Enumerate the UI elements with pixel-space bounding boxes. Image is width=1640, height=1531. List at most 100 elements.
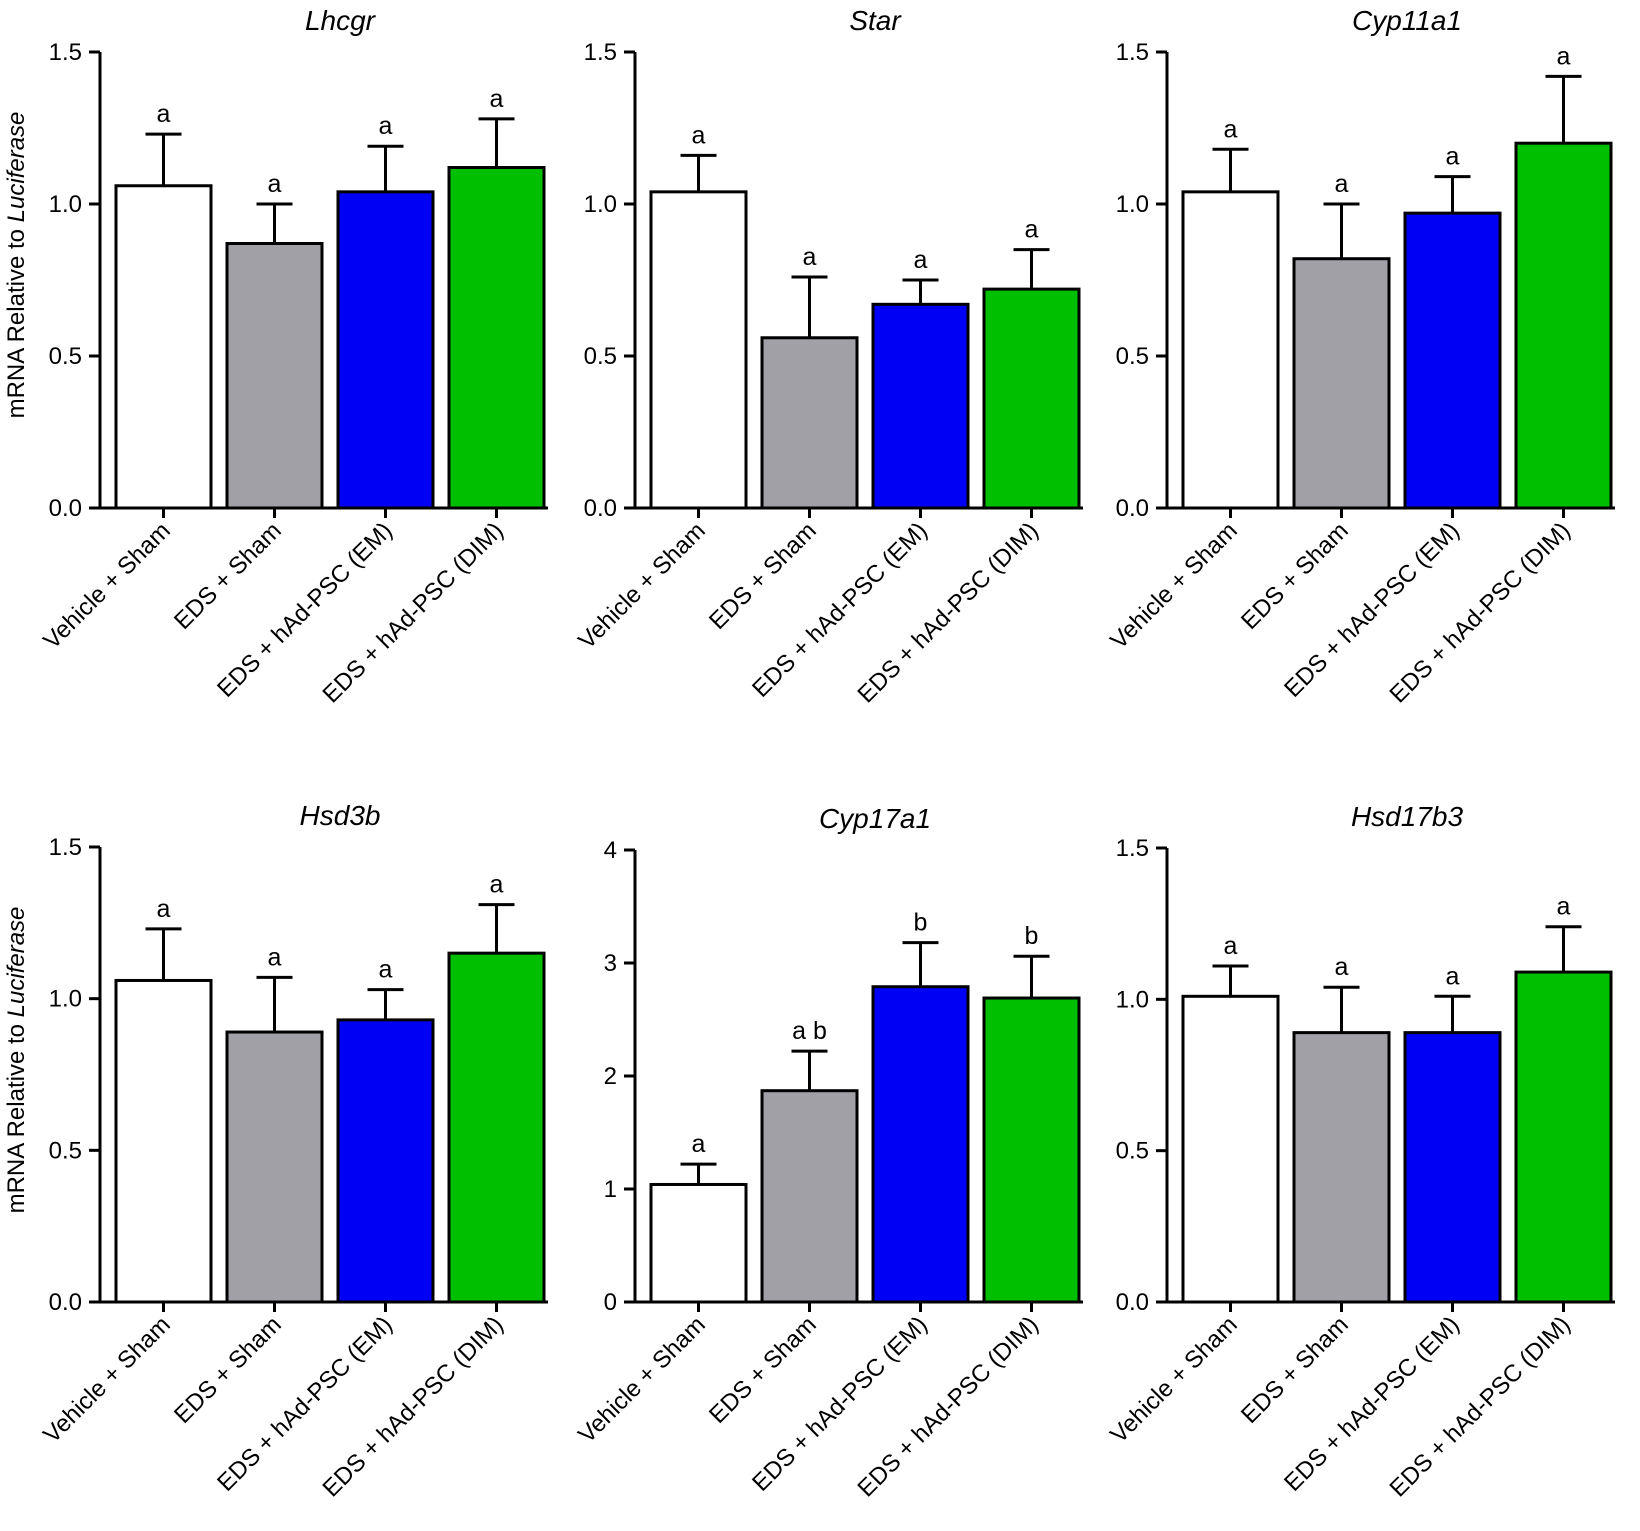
panel-1-title: Lhcgr [305, 5, 377, 36]
panel-3-sig-label-3: a [1446, 143, 1460, 171]
panel-5-sig-label-1: a [692, 1130, 706, 1158]
panel-5-sig-label-4: b [1025, 922, 1039, 950]
panel-3-ytick-label-3: 1.0 [1116, 191, 1149, 218]
panel-6-sig-label-3: a [1446, 962, 1460, 990]
panel-2-title: Star [849, 5, 902, 36]
panel-4-bar-2 [225, 1030, 324, 1304]
panel-2-ytick-label-2: 0.5 [584, 343, 617, 370]
panel-6-category-label-2: EDS + Sham [1236, 1311, 1354, 1429]
panel-3-category-label-2: EDS + Sham [1236, 517, 1354, 635]
panel-4-sig-label-3: a [379, 956, 393, 984]
panel-1-ytick-label-3: 1.0 [49, 191, 82, 218]
panel-6-bar-1 [1181, 994, 1280, 1304]
panel-1-category-label-2: EDS + Sham [169, 517, 287, 635]
panel-2-sig-label-1: a [692, 121, 706, 149]
panel-3-bar-3 [1403, 211, 1502, 510]
panel-6-title: Hsd17b3 [1351, 801, 1464, 832]
panel-5-category-label-4: EDS + hAd-PSC (DIM) [853, 1311, 1044, 1502]
panel-2-ytick-label-3: 1.0 [584, 191, 617, 218]
panel-2-sig-label-2: a [803, 243, 817, 271]
panel-1-bar-1 [114, 184, 213, 510]
panel-5-ytick-label-4: 3 [604, 950, 617, 977]
panel-2-sig-label-4: a [1025, 216, 1039, 244]
panel-2-sig-label-3: a [914, 246, 928, 274]
panel-3-ytick-label-2: 0.5 [1116, 343, 1149, 370]
panel-4-bar-4 [447, 951, 546, 1304]
panel-4-category-label-4: EDS + hAd-PSC (DIM) [318, 1311, 509, 1502]
panel-3-ytick-label-1: 0.0 [1116, 495, 1149, 522]
panel-1-ytick-label-2: 0.5 [49, 343, 82, 370]
panel-6-ytick-label-1: 0.0 [1116, 1289, 1149, 1316]
panel-5-bar-1 [649, 1182, 748, 1304]
panel-6-category-label-1: Vehicle + Sham [1105, 1311, 1242, 1448]
panel-4-category-label-2: EDS + Sham [169, 1311, 287, 1429]
panel-5-ytick-label-5: 4 [604, 837, 617, 864]
panel-2-bar-2 [760, 336, 859, 510]
panel-2-bar-1 [649, 190, 748, 510]
panel-6-ytick-label-2: 0.5 [1116, 1138, 1149, 1165]
panel-5-bar-3 [871, 985, 970, 1304]
panel-1-category-label-4: EDS + hAd-PSC (DIM) [318, 517, 509, 708]
panel-4-sig-label-1: a [157, 895, 171, 923]
panel-6-ytick-label-4: 1.5 [1116, 835, 1149, 862]
panel-1-sig-label-1: a [157, 100, 171, 128]
panel-1-category-label-1: Vehicle + Sham [38, 517, 175, 654]
panel-3-category-label-1: Vehicle + Sham [1105, 517, 1242, 654]
panel-1-bar-2 [225, 242, 324, 510]
panel-3-sig-label-1: a [1224, 115, 1238, 143]
panel-5-title: Cyp17a1 [819, 803, 931, 834]
panel-1-bar-3 [336, 190, 435, 510]
panel-4-title: Hsd3b [300, 800, 381, 831]
panel-5-ytick-label-1: 0 [604, 1289, 617, 1316]
panel-5-category-label-1: Vehicle + Sham [573, 1311, 710, 1448]
panel-4-ytick-label-3: 1.0 [49, 986, 82, 1013]
panel-4-category-label-1: Vehicle + Sham [38, 1311, 175, 1448]
panel-4-ytick-label-2: 0.5 [49, 1137, 82, 1164]
panel-3-sig-label-2: a [1335, 170, 1349, 198]
panel-4-ytick-label-4: 1.5 [49, 834, 82, 861]
panel-2-bar-3 [871, 302, 970, 510]
panel-2-ytick-label-4: 1.5 [584, 39, 617, 66]
y-axis-label-top: mRNA Relative to Luciferase [3, 112, 30, 419]
panel-3-bar-1 [1181, 190, 1280, 510]
panel-2-category-label-4: EDS + hAd-PSC (DIM) [853, 517, 1044, 708]
panel-3-sig-label-4: a [1557, 42, 1571, 70]
panel-4-sig-label-4: a [490, 871, 504, 899]
panel-6-category-label-4: EDS + hAd-PSC (DIM) [1385, 1311, 1576, 1502]
panel-2-category-label-2: EDS + Sham [704, 517, 822, 635]
panel-4-ytick-label-1: 0.0 [49, 1289, 82, 1316]
panel-6-sig-label-2: a [1335, 953, 1349, 981]
panel-5-ytick-label-3: 2 [604, 1063, 617, 1090]
panel-6-sig-label-4: a [1557, 893, 1571, 921]
panel-4-bar-1 [114, 978, 213, 1304]
panel-6-sig-label-1: a [1224, 932, 1238, 960]
panel-6-bar-4 [1514, 970, 1613, 1304]
panel-4-sig-label-2: a [268, 943, 282, 971]
panel-1-bar-4 [447, 166, 546, 510]
panel-3-category-label-4: EDS + hAd-PSC (DIM) [1385, 517, 1576, 708]
panel-3-bar-2 [1292, 257, 1391, 510]
panel-3-title: Cyp11a1 [1352, 5, 1462, 36]
panel-1-ytick-label-1: 0.0 [49, 495, 82, 522]
panel-6-bar-2 [1292, 1031, 1391, 1304]
y-axis-label-bottom: mRNA Relative to Luciferase [3, 907, 30, 1214]
panel-2-bar-4 [982, 287, 1081, 510]
panel-1-sig-label-2: a [268, 170, 282, 198]
panel-5-category-label-2: EDS + Sham [704, 1311, 822, 1429]
panel-5-sig-label-2: a b [792, 1017, 827, 1045]
panel-1-sig-label-3: a [379, 112, 393, 140]
panel-2-ytick-label-1: 0.0 [584, 495, 617, 522]
panel-3-bar-4 [1514, 141, 1613, 510]
panel-5-bar-2 [760, 1089, 859, 1304]
panel-6-bar-3 [1403, 1031, 1502, 1304]
panel-5-ytick-label-2: 1 [604, 1176, 617, 1203]
panel-4-bar-3 [336, 1018, 435, 1304]
panel-2-category-label-1: Vehicle + Sham [573, 517, 710, 654]
panel-1-sig-label-4: a [490, 85, 504, 113]
panel-6-ytick-label-3: 1.0 [1116, 986, 1149, 1013]
panel-5-bar-4 [982, 996, 1081, 1304]
panel-3-ytick-label-4: 1.5 [1116, 39, 1149, 66]
panel-1-ytick-label-4: 1.5 [49, 39, 82, 66]
panel-5-sig-label-3: b [914, 909, 928, 937]
